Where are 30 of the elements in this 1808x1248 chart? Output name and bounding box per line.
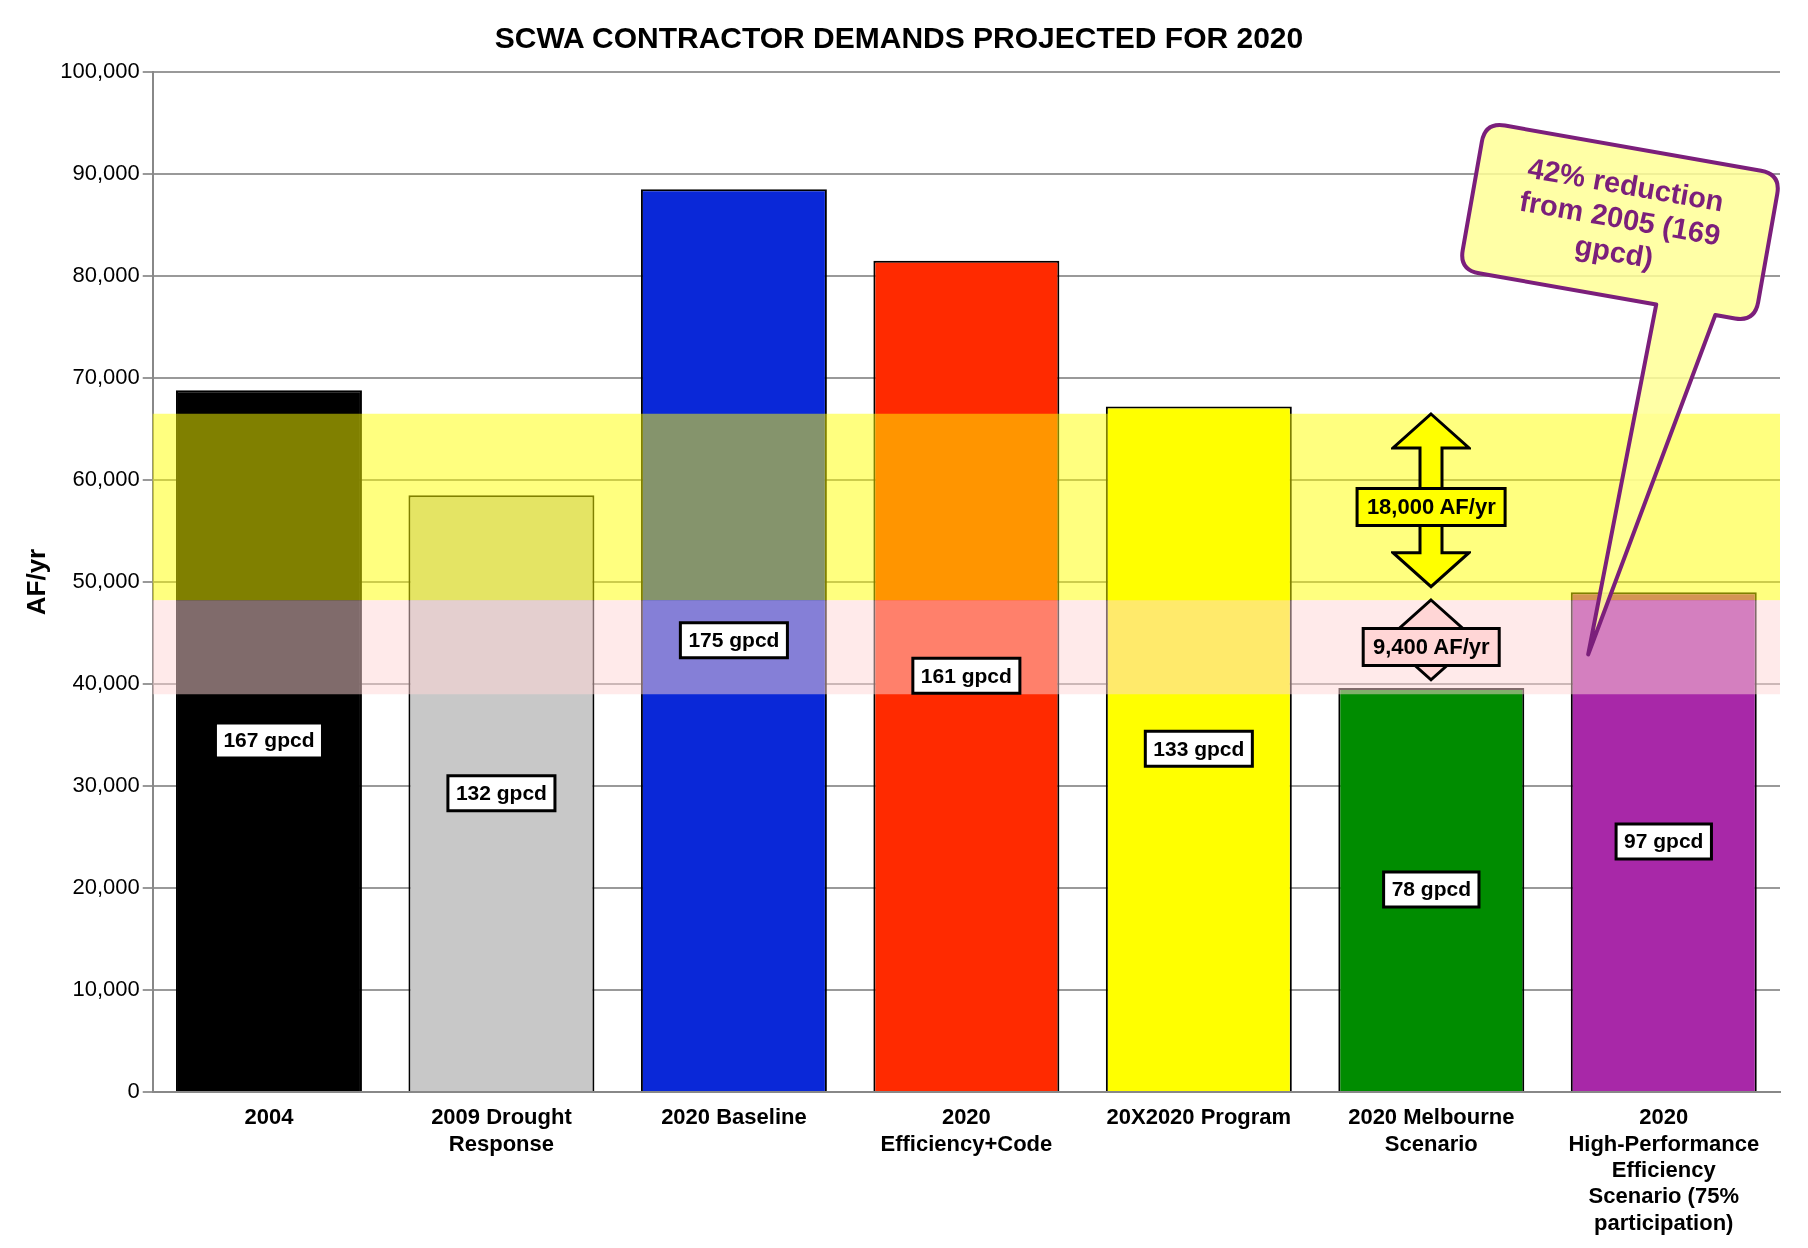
annotation: 161 gpcd [920,663,1012,687]
y-tick-label: 60,000 [72,466,140,492]
x-tick-label: 2004 [244,1104,295,1130]
annotation: 167 gpcd [223,728,315,752]
y-tick-label: 10,000 [72,976,140,1002]
y-tick-label: 40,000 [72,670,140,696]
y-tick-label: 80,000 [72,262,140,288]
x-tick-label: 2020 Melbourne Scenario [1348,1104,1515,1156]
x-tick-label: 20X2020 Program [1106,1104,1292,1130]
y-tick-label: 0 [127,1078,140,1104]
y-tick-label: 50,000 [72,568,140,594]
y-tick-label: 30,000 [72,772,140,798]
x-tick-label: 2020 High-Performance Efficiency Scenario (75% participation) [1568,1104,1760,1235]
chart-title: SCWA CONTRACTOR DEMANDS PROJECTED FOR 2020 [494,21,1304,55]
annotation: 78 gpcd [1391,877,1471,901]
annotation: 133 gpcd [1153,736,1245,760]
annotation: 42% reduction from 2005 (169 gpcd) [1516,150,1728,277]
band-label: 18,000 AF/yr [1355,487,1507,528]
y-axis-title: AF/yr [20,548,51,616]
band-label: 9,400 AF/yr [1362,627,1501,668]
y-tick-label: 70,000 [72,364,140,390]
y-tick-label: 90,000 [72,160,140,186]
x-tick-label: 2009 Drought Response [431,1104,573,1156]
x-tick-label: 2020 Baseline [661,1104,807,1130]
y-tick-label: 20,000 [72,874,140,900]
annotation: 175 gpcd [688,627,780,651]
y-tick-label: 100,000 [60,58,140,84]
x-tick-label: 2020 Efficiency+Code [880,1104,1053,1156]
annotation: 97 gpcd [1624,829,1704,853]
annotation: 132 gpcd [455,780,547,804]
